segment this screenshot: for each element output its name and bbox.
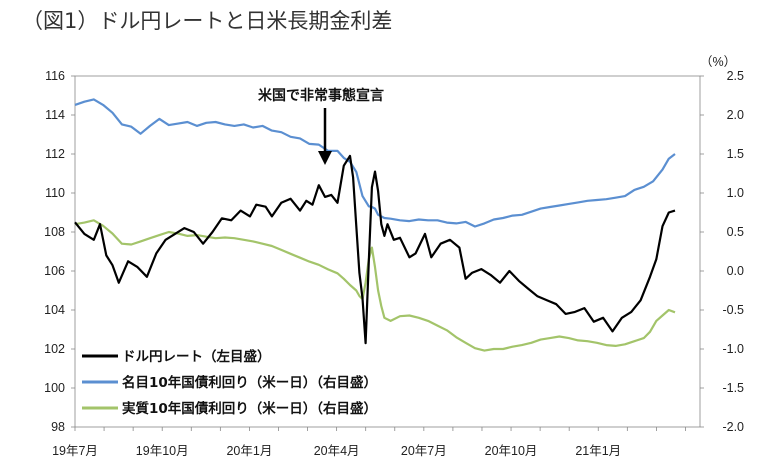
right-tick-label: -1.5 bbox=[722, 381, 744, 395]
right-tick-label: -2.0 bbox=[722, 420, 744, 434]
annotation-label: 米国で非常事態宣言 bbox=[258, 87, 384, 104]
left-tick-label: 106 bbox=[44, 264, 65, 278]
left-axis: 116 114 112 110 108 106 104 102 100 98 bbox=[44, 69, 75, 434]
left-tick-label: 108 bbox=[44, 225, 65, 239]
left-tick-label: 100 bbox=[44, 381, 65, 395]
right-tick-label: 1.5 bbox=[727, 147, 744, 161]
right-tick-label: 2.5 bbox=[727, 69, 744, 83]
right-axis-unit: （%） bbox=[700, 55, 736, 69]
left-tick-label: 102 bbox=[44, 342, 65, 356]
left-tick-label: 98 bbox=[51, 420, 65, 434]
right-axis: 2.5 2.0 1.5 1.0 0.5 0.0 -0.5 -1.0 -1.5 -2.0 bbox=[700, 69, 744, 434]
left-tick-label: 116 bbox=[45, 69, 65, 83]
right-tick-label: 0.0 bbox=[727, 264, 744, 278]
x-axis: 19年7月 19年10月 20年1月 20年4月 20年7月 20年10月 21年1月 bbox=[52, 427, 686, 458]
series-usdjpy-line bbox=[74, 154, 676, 345]
right-tick-label: 0.5 bbox=[727, 225, 744, 239]
left-tick-label: 112 bbox=[45, 147, 65, 161]
plot-frame bbox=[74, 75, 701, 428]
left-tick-label: 114 bbox=[45, 108, 65, 122]
series-layer bbox=[74, 98, 676, 352]
right-tick-label: 1.0 bbox=[727, 186, 744, 200]
series-real-line bbox=[74, 219, 676, 352]
x-tick-label: 20年1月 bbox=[226, 444, 272, 458]
right-tick-label: -1.0 bbox=[722, 342, 744, 356]
x-tick-label: 20年10月 bbox=[485, 444, 538, 458]
x-tick-label: 20年7月 bbox=[401, 444, 447, 458]
right-tick-label: -0.5 bbox=[722, 303, 744, 317]
chart-title: （図1）ドル円レートと日米長期金利差 bbox=[22, 9, 392, 33]
x-tick-label: 21年1月 bbox=[575, 444, 621, 458]
x-tick-label: 20年4月 bbox=[314, 444, 360, 458]
series-nominal-line bbox=[74, 98, 676, 228]
left-tick-label: 104 bbox=[44, 303, 65, 317]
left-tick-label: 110 bbox=[45, 186, 65, 200]
x-tick-label: 19年10月 bbox=[136, 444, 189, 458]
annotation-arrow-head bbox=[318, 151, 332, 165]
x-tick-label: 19年7月 bbox=[52, 444, 98, 458]
legend-label-nominal: 名目10年国債利回り（米ー日）（右目盛） bbox=[122, 374, 377, 391]
legend-label-real: 実質10年国債利回り（米ー日）（右目盛） bbox=[122, 400, 377, 417]
legend: ドル円レート（左目盛） 名目10年国債利回り（米ー日）（右目盛） 実質10年国債… bbox=[82, 348, 377, 417]
right-tick-label: 2.0 bbox=[727, 108, 744, 122]
legend-label-usdjpy: ドル円レート（左目盛） bbox=[122, 348, 271, 365]
